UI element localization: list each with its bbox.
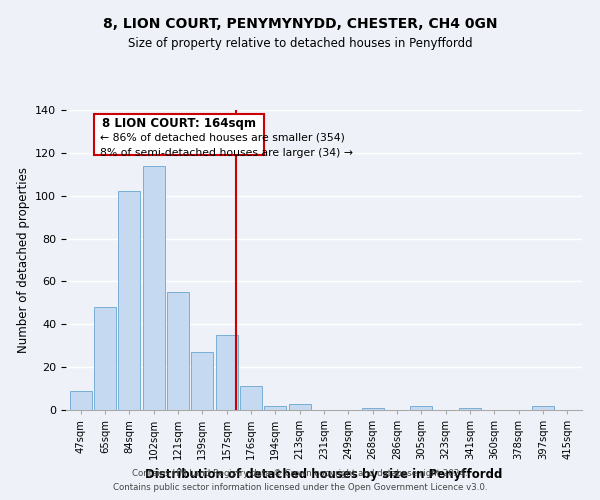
Bar [265,406,286,410]
Bar [70,390,92,410]
Bar [118,192,140,410]
Text: Contains public sector information licensed under the Open Government Licence v3: Contains public sector information licen… [113,484,487,492]
Bar [532,406,554,410]
Text: 8% of semi-detached houses are larger (34) →: 8% of semi-detached houses are larger (3… [100,148,353,158]
Y-axis label: Number of detached properties: Number of detached properties [17,167,29,353]
Bar [240,386,262,410]
Bar [459,408,481,410]
Text: Size of property relative to detached houses in Penyffordd: Size of property relative to detached ho… [128,38,472,51]
Bar [143,166,164,410]
Bar [94,307,116,410]
X-axis label: Distribution of detached houses by size in Penyffordd: Distribution of detached houses by size … [145,468,503,480]
Bar [362,408,383,410]
Text: 8 LION COURT: 164sqm: 8 LION COURT: 164sqm [102,117,256,130]
Bar [191,352,213,410]
Bar [215,335,238,410]
FancyBboxPatch shape [94,114,265,155]
Bar [289,404,311,410]
Text: ← 86% of detached houses are smaller (354): ← 86% of detached houses are smaller (35… [100,132,345,142]
Text: 8, LION COURT, PENYMYNYDD, CHESTER, CH4 0GN: 8, LION COURT, PENYMYNYDD, CHESTER, CH4 … [103,18,497,32]
Bar [410,406,433,410]
Text: Contains HM Land Registry data © Crown copyright and database right 2024.: Contains HM Land Registry data © Crown c… [132,468,468,477]
Bar [167,292,189,410]
